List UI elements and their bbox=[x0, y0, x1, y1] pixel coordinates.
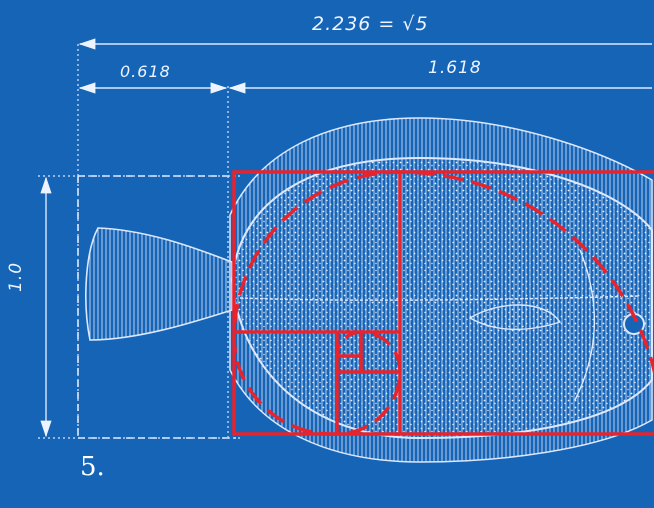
height-label: 1.0 bbox=[6, 261, 26, 292]
figure-number: 5. bbox=[80, 452, 105, 482]
lateral-line bbox=[239, 295, 641, 301]
large-width-label: 1.618 bbox=[428, 58, 482, 78]
golden-rectangle-outer bbox=[232, 170, 654, 436]
gill-line bbox=[574, 249, 596, 401]
golden-rectangle-overlay bbox=[232, 170, 654, 436]
golden-spiral bbox=[232, 170, 654, 436]
tail-fin bbox=[85, 227, 233, 341]
flounder-illustration bbox=[85, 117, 653, 463]
pectoral-fin bbox=[468, 304, 562, 331]
fish-body bbox=[230, 156, 653, 440]
small-width-label: 0.618 bbox=[120, 62, 171, 81]
total-width-label: 2.236 = √5 bbox=[312, 13, 429, 35]
